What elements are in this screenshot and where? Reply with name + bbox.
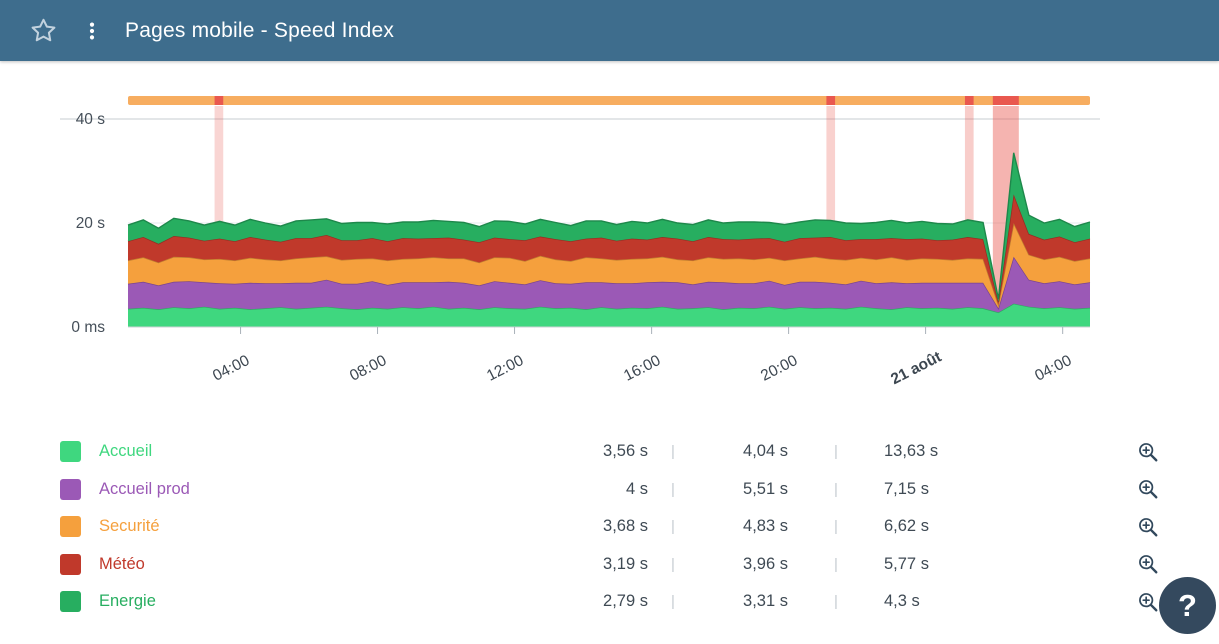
availability-incident xyxy=(214,96,224,105)
value-separator: | xyxy=(671,518,675,536)
availability-incident xyxy=(992,96,1019,105)
area-accueil[interactable] xyxy=(128,303,1090,327)
value-separator: | xyxy=(834,443,838,461)
series-label[interactable]: Accueil xyxy=(99,442,153,461)
series-color-swatch[interactable] xyxy=(60,478,81,500)
menu-kebab-button[interactable] xyxy=(81,18,103,44)
area-edge xyxy=(127,152,1091,300)
series-value-2: 5,51 s xyxy=(743,479,788,498)
favorite-star-button[interactable] xyxy=(30,17,57,44)
series-color-swatch[interactable] xyxy=(60,553,81,575)
legend-row: Accueil prod 4 s | 5,51 s | 7,15 s xyxy=(60,471,1159,509)
value-separator: | xyxy=(671,555,675,573)
zoom-in-button[interactable] xyxy=(1123,591,1159,613)
magnifier-plus-icon xyxy=(1139,592,1158,612)
x-tick-label: 16:00 xyxy=(621,352,664,385)
zoom-in-button[interactable] xyxy=(1123,553,1159,575)
series-label[interactable]: Securité xyxy=(99,517,160,536)
chart-section: 04:00 08:00 12:00 16:00 20:00 21 août 04:00 40 … xyxy=(0,61,1219,391)
series-value-3: 5,77 s xyxy=(884,554,929,573)
series-label[interactable]: Météo xyxy=(99,554,145,573)
series-value-2: 4,83 s xyxy=(743,517,788,536)
series-value-1: 2,79 s xyxy=(603,592,648,611)
y-tick-label: 40 s xyxy=(76,111,106,128)
star-icon xyxy=(31,18,56,42)
area-météo[interactable] xyxy=(128,194,1090,305)
series-value-1: 3,56 s xyxy=(603,442,648,461)
series-value-2: 3,96 s xyxy=(743,554,788,573)
incident-band xyxy=(826,106,836,327)
y-tick-label: 20 s xyxy=(76,215,106,232)
zoom-in-button[interactable] xyxy=(1123,516,1159,538)
series-label[interactable]: Accueil prod xyxy=(99,479,190,498)
y-tick-label: 0 ms xyxy=(71,319,105,336)
x-tick-label: 04:00 xyxy=(1032,352,1075,385)
area-accueil-prod[interactable] xyxy=(128,256,1090,313)
magnifier-plus-icon xyxy=(1139,517,1158,537)
series-value-3: 4,3 s xyxy=(884,592,920,611)
zoom-in-button[interactable] xyxy=(1123,441,1159,463)
incident-band xyxy=(964,106,974,327)
value-separator: | xyxy=(834,555,838,573)
value-separator: | xyxy=(671,593,675,611)
widget-header: Pages mobile - Speed Index xyxy=(0,0,1219,61)
series-value-2: 4,04 s xyxy=(743,442,788,461)
series-color-swatch[interactable] xyxy=(60,516,81,538)
series-color-swatch[interactable] xyxy=(60,591,81,613)
value-separator: | xyxy=(834,518,838,536)
legend-table: Accueil 3,56 s | 4,04 s | 13,63 s Accuei… xyxy=(0,433,1219,621)
series-value-3: 7,15 s xyxy=(884,479,929,498)
help-label: ? xyxy=(1178,587,1197,623)
series-label[interactable]: Energie xyxy=(99,592,156,611)
value-separator: | xyxy=(671,480,675,498)
help-button[interactable]: ? xyxy=(1159,577,1216,634)
magnifier-plus-icon xyxy=(1139,555,1158,574)
widget-title: Pages mobile - Speed Index xyxy=(125,18,395,42)
speed-index-chart[interactable]: 04:00 08:00 12:00 16:00 20:00 21 août 04:00 40 … xyxy=(0,61,1219,391)
series-value-1: 3,68 s xyxy=(603,517,648,536)
magnifier-plus-icon xyxy=(1139,480,1158,499)
value-separator: | xyxy=(834,593,838,611)
series-color-swatch[interactable] xyxy=(60,441,81,463)
value-separator: | xyxy=(671,443,675,461)
incident-band xyxy=(214,106,224,327)
legend-row: Accueil 3,56 s | 4,04 s | 13,63 s xyxy=(60,433,1159,471)
series-value-2: 3,31 s xyxy=(743,592,788,611)
area-energie[interactable] xyxy=(128,152,1090,302)
legend-row: Securité 3,68 s | 4,83 s | 6,62 s xyxy=(60,508,1159,546)
legend-row: Météo 3,19 s | 3,96 s | 5,77 s xyxy=(60,546,1159,584)
kebab-menu-icon xyxy=(89,21,95,40)
x-tick-label: 12:00 xyxy=(484,352,527,385)
x-tick-label: 21 août xyxy=(888,348,944,388)
x-tick-label: 20:00 xyxy=(758,352,801,385)
series-value-1: 3,19 s xyxy=(603,554,648,573)
value-separator: | xyxy=(834,480,838,498)
magnifier-plus-icon xyxy=(1139,442,1158,462)
area-securité[interactable] xyxy=(128,223,1090,309)
x-tick-label: 04:00 xyxy=(210,352,253,385)
series-value-1: 4 s xyxy=(625,479,648,498)
series-value-3: 13,63 s xyxy=(884,442,939,461)
series-value-3: 6,62 s xyxy=(884,517,929,536)
legend-row: Energie 2,79 s | 3,31 s | 4,3 s xyxy=(60,583,1159,621)
availability-incident xyxy=(964,96,974,105)
x-tick-label: 08:00 xyxy=(347,352,390,385)
zoom-in-button[interactable] xyxy=(1123,478,1159,500)
availability-incident xyxy=(826,96,836,105)
availability-bar[interactable] xyxy=(128,96,1090,105)
